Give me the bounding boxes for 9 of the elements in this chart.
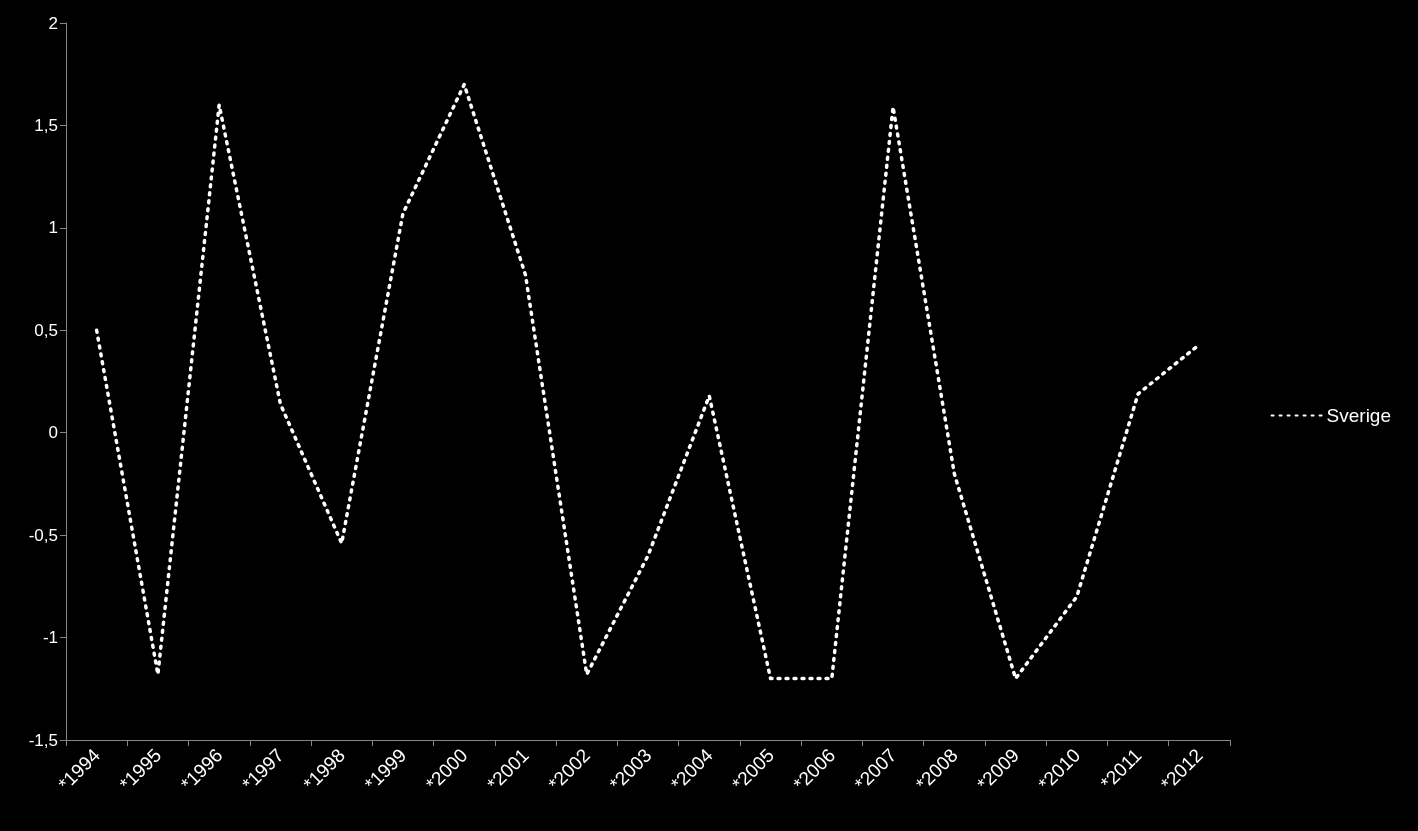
y-tick-label: 1 bbox=[48, 218, 58, 238]
y-tick-label: 2 bbox=[48, 13, 58, 33]
y-tick-label: -1,5 bbox=[28, 730, 58, 750]
y-tick-label: 1,5 bbox=[34, 115, 58, 135]
y-tick-label: -0,5 bbox=[28, 525, 58, 545]
y-tick-label: 0,5 bbox=[34, 320, 58, 340]
y-tick-label: -1 bbox=[42, 628, 58, 648]
y-tick-label: 0 bbox=[48, 423, 58, 443]
legend-label: Sverige bbox=[1326, 405, 1391, 426]
